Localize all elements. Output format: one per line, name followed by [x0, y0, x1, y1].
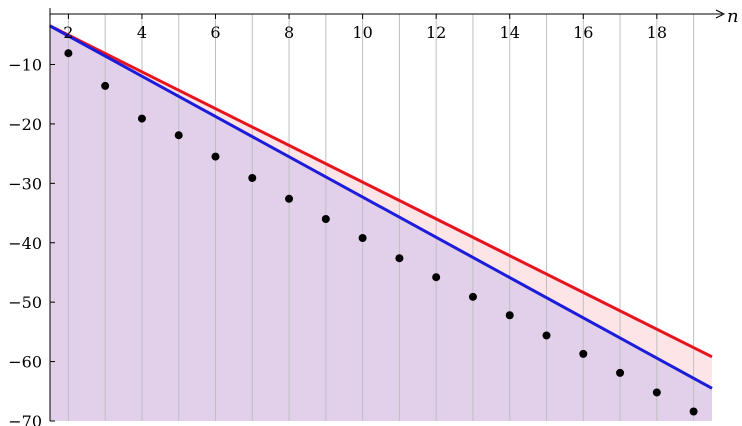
data-point	[616, 368, 625, 377]
x-tick-label: 4	[137, 23, 147, 42]
data-point	[652, 388, 661, 397]
data-point	[248, 173, 257, 182]
data-point	[174, 131, 183, 140]
x-axis-arrow	[715, 9, 726, 19]
chart-points	[64, 49, 698, 416]
data-point	[395, 254, 404, 263]
x-tick-label: 8	[284, 23, 294, 42]
data-point	[579, 349, 588, 358]
x-tick-label: 2	[63, 23, 73, 42]
data-point	[285, 194, 294, 203]
x-tick-label: 12	[426, 23, 446, 42]
data-point	[101, 81, 110, 90]
x-tick-label: 6	[210, 23, 220, 42]
chart-fills	[50, 25, 712, 422]
x-tick-label: 14	[500, 23, 520, 42]
chart-axes	[49, 8, 726, 422]
y-tick-label: −50	[8, 293, 42, 312]
upper-bound-line	[49, 24, 713, 359]
x-tick-label: 10	[352, 23, 372, 42]
data-point	[505, 311, 514, 320]
y-tick-label: −10	[8, 56, 42, 75]
y-tick-label: −70	[8, 412, 42, 426]
data-point	[689, 407, 698, 416]
data-point	[321, 214, 330, 223]
y-tick-label: −30	[8, 174, 42, 193]
data-point	[64, 49, 73, 58]
chart-lines	[49, 24, 713, 390]
data-point	[432, 273, 441, 282]
chart-labels: 2 4 6 8 10 12 14 16 18 −10 −20 −30 −40 −50 −60 −70 n	[8, 6, 738, 426]
x-tick-label: 16	[573, 23, 593, 42]
y-tick-label: −40	[8, 234, 42, 253]
data-point	[211, 152, 220, 161]
data-point	[542, 331, 551, 340]
x-axis-label: n	[727, 6, 739, 27]
data-point	[358, 233, 367, 242]
fill-below-lower-line	[50, 25, 712, 422]
lower-bound-line	[49, 24, 713, 390]
x-tick-label: 18	[647, 23, 667, 42]
data-point	[137, 114, 146, 123]
y-tick-label: −20	[8, 115, 42, 134]
y-tick-label: −60	[8, 353, 42, 372]
data-point	[468, 292, 477, 301]
